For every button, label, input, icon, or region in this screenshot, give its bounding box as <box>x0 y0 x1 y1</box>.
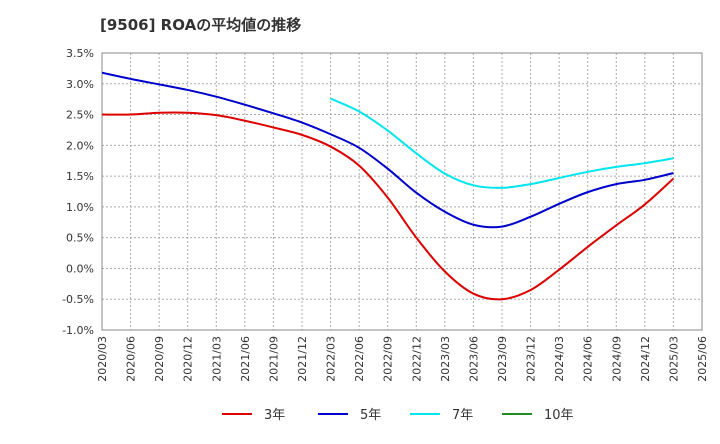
x-tick-label: 2022/03 <box>325 336 338 382</box>
series-line-2 <box>101 71 674 229</box>
y-tick-label: -1.0% <box>62 324 94 337</box>
x-tick-label: 2020/12 <box>182 336 195 382</box>
x-tick-label: 2023/03 <box>439 336 452 382</box>
x-tick-label: 2024/03 <box>553 336 566 382</box>
x-tick-label: 2022/12 <box>410 336 423 382</box>
x-tick-label: 2020/03 <box>96 336 109 382</box>
y-tick-label: 2.0% <box>66 139 94 152</box>
x-tick-label: 2024/12 <box>639 336 652 382</box>
x-tick-label: 2022/09 <box>382 336 395 382</box>
y-tick-label: 1.0% <box>66 201 94 214</box>
x-tick-label: 2022/06 <box>353 336 366 382</box>
series-line-1 <box>101 111 675 301</box>
x-tick-label: 2023/09 <box>496 336 509 382</box>
legend-label-1: 3年 <box>264 408 285 423</box>
y-tick-label: -0.5% <box>62 293 94 306</box>
series-line-3 <box>330 97 674 189</box>
x-tick-label: 2025/03 <box>667 336 680 382</box>
y-tick-label: 0.0% <box>66 262 94 275</box>
y-tick-label: 3.0% <box>66 78 94 91</box>
x-tick-label: 2025/06 <box>696 336 709 382</box>
legend-label-2: 5年 <box>360 408 381 423</box>
y-tick-label: 1.5% <box>66 170 94 183</box>
legend-label-3: 7年 <box>452 408 473 423</box>
x-tick-label: 2020/06 <box>125 336 138 382</box>
x-tick-label: 2021/03 <box>210 336 223 382</box>
x-tick-label: 2023/06 <box>467 336 480 382</box>
chart-title: [9506] ROAの平均値の推移 <box>100 16 302 34</box>
y-tick-label: 3.5% <box>66 47 94 60</box>
y-tick-label: 0.5% <box>66 232 94 245</box>
x-tick-label: 2021/09 <box>267 336 280 382</box>
plot-area <box>102 53 702 330</box>
x-tick-label: 2020/09 <box>153 336 166 382</box>
x-tick-label: 2024/06 <box>582 336 595 382</box>
x-tick-label: 2024/09 <box>610 336 623 382</box>
x-tick-label: 2021/12 <box>296 336 309 382</box>
plot-border <box>101 52 703 331</box>
legend-label-4: 10年 <box>544 408 574 423</box>
y-tick-label: 2.5% <box>66 109 94 122</box>
x-tick-label: 2023/12 <box>525 336 538 382</box>
x-tick-label: 2021/06 <box>239 336 252 382</box>
